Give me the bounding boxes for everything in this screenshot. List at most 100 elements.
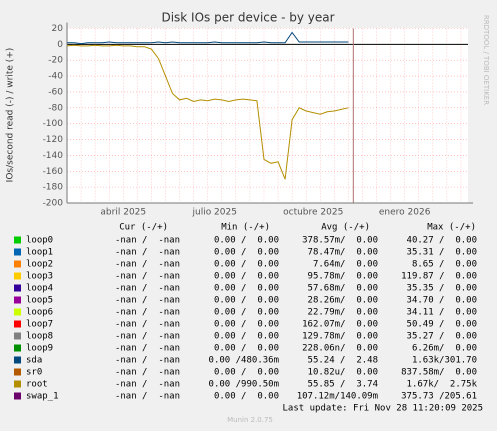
y-tick-label: -60 bbox=[48, 87, 63, 97]
legend-min: 0.00 / 0.00 bbox=[214, 368, 279, 378]
legend-min: 0.00 / 0.00 bbox=[214, 320, 279, 330]
legend-max: 34.11 / 0.00 bbox=[407, 308, 477, 318]
x-tick-label: octubre 2025 bbox=[283, 208, 343, 218]
legend-max: 35.31 / 0.00 bbox=[407, 248, 477, 258]
legend-min: 0.00 /480.36m bbox=[209, 356, 279, 366]
legend-max: 1.67k/ 2.75k bbox=[407, 380, 478, 390]
legend-cur: -nan / -nan bbox=[115, 380, 180, 390]
legend-avg: 378.57m/ 0.00 bbox=[302, 236, 378, 246]
legend-max: 837.58m/ 0.00 bbox=[401, 368, 477, 378]
legend-swatch bbox=[14, 332, 21, 340]
legend-swatch bbox=[14, 296, 21, 304]
legend-min: 0.00 / 0.00 bbox=[214, 284, 279, 294]
column-header: Cur (-/+) bbox=[119, 223, 168, 233]
y-tick-label: -80 bbox=[48, 103, 63, 113]
legend-swatch bbox=[14, 344, 21, 352]
y-tick-label: 0 bbox=[57, 40, 63, 50]
legend-avg: 228.06n/ 0.00 bbox=[302, 344, 378, 354]
legend-swatch bbox=[14, 320, 21, 328]
legend-avg: 7.64m/ 0.00 bbox=[313, 260, 378, 270]
legend-name: loop1 bbox=[26, 248, 53, 258]
x-tick-label: julio 2025 bbox=[191, 208, 236, 218]
legend-swatch bbox=[14, 392, 21, 400]
legend-name: sda bbox=[26, 356, 42, 366]
legend-min: 0.00 / 0.00 bbox=[214, 308, 279, 318]
legend-max: 50.49 / 0.00 bbox=[407, 320, 477, 330]
legend-name: loop7 bbox=[26, 320, 53, 330]
legend-swatch bbox=[14, 236, 21, 244]
column-header: Avg (-/+) bbox=[321, 223, 370, 233]
legend-min: 0.00 / 0.00 bbox=[214, 344, 279, 354]
legend-cur: -nan / -nan bbox=[115, 260, 180, 270]
legend-avg: 55.24 / 2.48 bbox=[308, 356, 378, 366]
legend-min: 0.00 /990.50m bbox=[209, 380, 279, 390]
legend-cur: -nan / -nan bbox=[115, 368, 180, 378]
footer: Last update: Fri Nov 28 11:20:09 2025 bbox=[283, 404, 483, 414]
legend-swatch bbox=[14, 260, 21, 268]
legend-name: loop5 bbox=[26, 296, 53, 306]
legend-cur: -nan / -nan bbox=[115, 296, 180, 306]
chart-title: Disk IOs per device - by year bbox=[161, 11, 334, 25]
legend-swatch bbox=[14, 380, 21, 388]
legend-avg: 28.26m/ 0.00 bbox=[308, 296, 378, 306]
series-line bbox=[67, 31, 349, 45]
legend-name: root bbox=[26, 380, 48, 390]
legend-name: loop6 bbox=[26, 308, 53, 318]
series-line bbox=[66, 44, 349, 180]
legend-max: 8.65 / 0.00 bbox=[412, 260, 477, 270]
plot-area bbox=[67, 28, 468, 203]
legend-avg: 78.47m/ 0.00 bbox=[308, 248, 378, 258]
legend-cur: -nan / -nan bbox=[115, 320, 180, 330]
legend-max: 375.73 /205.61 bbox=[401, 392, 477, 402]
legend-name: loop3 bbox=[26, 272, 53, 282]
legend-max: 35.27 / 0.00 bbox=[407, 332, 477, 342]
legend-avg: 95.78m/ 0.00 bbox=[308, 272, 378, 282]
legend-swatch bbox=[14, 248, 21, 256]
legend-cur: -nan / -nan bbox=[115, 392, 180, 402]
legend-name: loop0 bbox=[26, 236, 53, 246]
y-tick-label: -160 bbox=[43, 167, 64, 177]
legend-name: loop9 bbox=[26, 344, 53, 354]
legend-min: 0.00 / 0.00 bbox=[214, 272, 279, 282]
legend-min: 0.00 / 0.00 bbox=[214, 260, 279, 270]
legend-avg: 129.78m/ 0.00 bbox=[302, 332, 378, 342]
legend-max: 35.35 / 0.00 bbox=[407, 284, 477, 294]
column-header: Min (-/+) bbox=[221, 223, 270, 233]
x-tick-label: enero 2026 bbox=[379, 208, 431, 218]
legend-swatch bbox=[14, 308, 21, 316]
legend-swatch bbox=[14, 272, 21, 280]
legend-swatch bbox=[14, 356, 21, 364]
legend-name: loop2 bbox=[26, 260, 53, 270]
legend-min: 0.00 / 0.00 bbox=[214, 392, 279, 402]
legend-max: 119.87 / 0.00 bbox=[401, 272, 477, 282]
side-text: RRDTOOL / TOBI OETIKER bbox=[482, 15, 490, 105]
y-tick-label: -100 bbox=[43, 119, 64, 129]
y-tick-label: -180 bbox=[43, 183, 64, 193]
legend-cur: -nan / -nan bbox=[115, 248, 180, 258]
legend-min: 0.00 / 0.00 bbox=[214, 332, 279, 342]
legend-swatch bbox=[14, 284, 21, 292]
legend-name: sr0 bbox=[26, 368, 42, 378]
legend-cur: -nan / -nan bbox=[115, 236, 180, 246]
legend-avg: 22.79m/ 0.00 bbox=[308, 308, 378, 318]
legend-max: 1.63k/301.70 bbox=[412, 356, 477, 366]
x-tick-label: abril 2025 bbox=[100, 208, 146, 218]
legend-cur: -nan / -nan bbox=[115, 308, 180, 318]
legend-max: 6.26m/ 0.00 bbox=[412, 344, 477, 354]
legend-min: 0.00 / 0.00 bbox=[214, 236, 279, 246]
y-axis-label: IOs/second read (-) / write (+) bbox=[6, 48, 16, 183]
legend-name: loop4 bbox=[26, 284, 53, 294]
legend-min: 0.00 / 0.00 bbox=[214, 248, 279, 258]
y-tick-label: -40 bbox=[48, 72, 63, 82]
legend-cur: -nan / -nan bbox=[115, 332, 180, 342]
legend-swatch bbox=[14, 368, 21, 376]
legend-avg: 10.82u/ 0.00 bbox=[308, 368, 378, 378]
y-tick-label: -120 bbox=[43, 135, 64, 145]
legend-cur: -nan / -nan bbox=[115, 356, 180, 366]
y-tick-label: -20 bbox=[48, 56, 63, 66]
legend-avg: 162.07m/ 0.00 bbox=[302, 320, 378, 330]
version: Munin 2.0.75 bbox=[227, 416, 273, 424]
y-tick-label: -200 bbox=[43, 199, 64, 209]
legend-name: swap_1 bbox=[26, 392, 59, 402]
